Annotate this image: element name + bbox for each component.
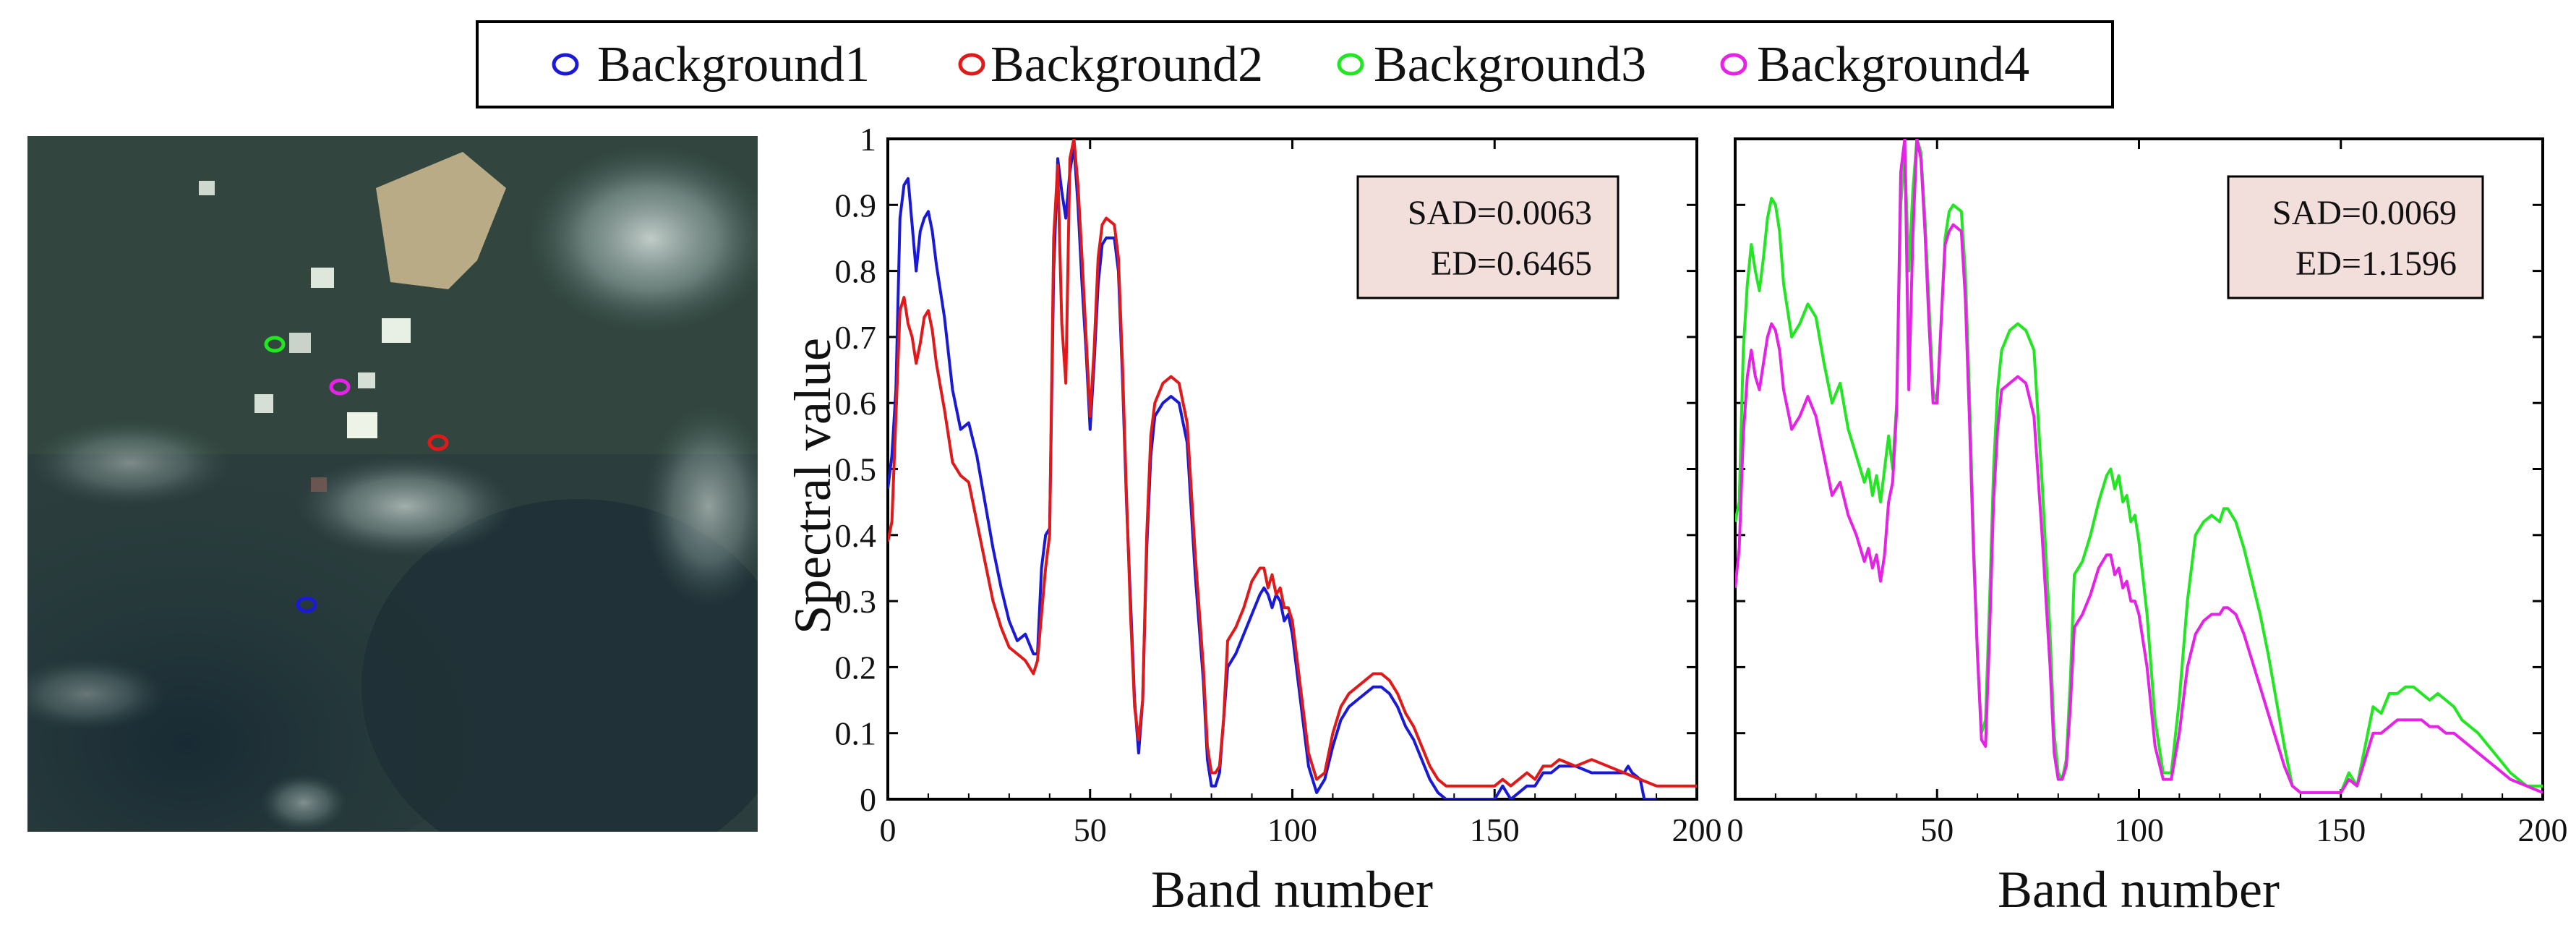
chart-b-xlabel: Band number [1998, 861, 2280, 919]
legend-item-background1: Background1 [552, 37, 870, 93]
chart-a-ytick-label: 0.4 [835, 517, 877, 554]
chart-a-annotation-box [1356, 175, 1619, 299]
chart-a-xlabel: Band number [1151, 861, 1433, 919]
chart-b-xtick-label: 150 [2316, 811, 2366, 848]
legend-item-background4: Background4 [1720, 37, 2029, 93]
chart-b-ticks: 0 50 100 150 200 [1727, 137, 2568, 848]
chart-a-xtick-label: 150 [1470, 811, 1520, 848]
chart-b-xtick-label: 100 [2114, 811, 2164, 848]
chart-b-sad-text: SAD=0.0069 [2272, 194, 2457, 232]
satellite-image [27, 136, 758, 832]
chart-b-xtick-label: 0 [1727, 811, 1744, 848]
chart-a-ytick-label: 0.8 [835, 253, 877, 290]
marker-background1 [296, 596, 317, 613]
chart-a-ylabel: Spectral value [784, 338, 842, 634]
legend-marker-background3 [1337, 53, 1364, 76]
chart-a-ytick-label: 0 [860, 781, 876, 818]
chart-b-series [1735, 139, 2543, 794]
marker-background3 [264, 336, 286, 353]
legend-marker-background1 [552, 53, 579, 76]
legend: Background1 Background2 Background3 Back… [476, 20, 2114, 108]
chart-a-ytick-label: 0.2 [835, 649, 877, 686]
chart-b-series-background4 [1735, 139, 2543, 794]
legend-item-background2: Background2 [958, 37, 1263, 93]
legend-label-background2: Background2 [990, 37, 1263, 93]
chart-a-sad-text: SAD=0.0063 [1408, 194, 1592, 232]
legend-marker-background2 [958, 53, 985, 76]
chart-a-ytick-label: 0.7 [835, 319, 877, 356]
chart-b-ed-text: ED=1.1596 [2295, 244, 2457, 283]
chart-a-xtick-label: 200 [1672, 811, 1722, 848]
chart-b-xtick-label: 200 [2518, 811, 2568, 848]
chart-a-annotation: SAD=0.0063 ED=0.6465 [1356, 175, 1619, 299]
chart-a-xtick-label: 0 [880, 811, 897, 848]
legend-box [476, 20, 2114, 108]
legend-label-background4: Background4 [1757, 37, 2029, 93]
marker-background4 [329, 378, 351, 396]
chart-a-ytick-label: 0.6 [835, 385, 877, 422]
chart-b-annotation: SAD=0.0069 ED=1.1596 [2227, 175, 2484, 299]
chart-a-xtick-label: 50 [1074, 811, 1107, 848]
chart-b-xtick-label: 50 [1920, 811, 1954, 848]
legend-label-background3: Background3 [1374, 37, 1646, 93]
chart-b: 0 50 100 150 200 SAD=0.0069 ED=1.1596 Band n… [1727, 137, 2568, 919]
chart-a-series-background2 [888, 139, 1697, 788]
chart-b-annotation-box [2227, 175, 2484, 299]
chart-a-ed-text: ED=0.6465 [1431, 244, 1592, 283]
chart-a-ytick-label: 0.1 [835, 715, 877, 752]
image-markers [264, 336, 449, 613]
chart-a-ytick-label: 0.3 [835, 583, 877, 620]
chart-a-series [888, 139, 1697, 799]
legend-item-background3: Background3 [1337, 37, 1646, 93]
chart-a-ytick-label: 1 [860, 121, 876, 158]
chart-a-ytick-label: 0.9 [835, 187, 877, 223]
chart-a-xtick-label: 100 [1267, 811, 1317, 848]
chart-a: 0 50 100 150 200 0 0.1 0.2 0.3 0.4 0.5 0.6 0.7 0.8 0.9… [784, 121, 1722, 919]
legend-label-background1: Background1 [597, 37, 870, 93]
chart-a-ticks: 0 50 100 150 200 0 0.1 0.2 0.3 0.4 0.5 0.6 0.7 0.8 0.9… [835, 121, 1722, 848]
marker-background2 [427, 434, 449, 451]
legend-marker-background4 [1720, 53, 1747, 76]
chart-a-ytick-label: 0.5 [835, 451, 877, 488]
